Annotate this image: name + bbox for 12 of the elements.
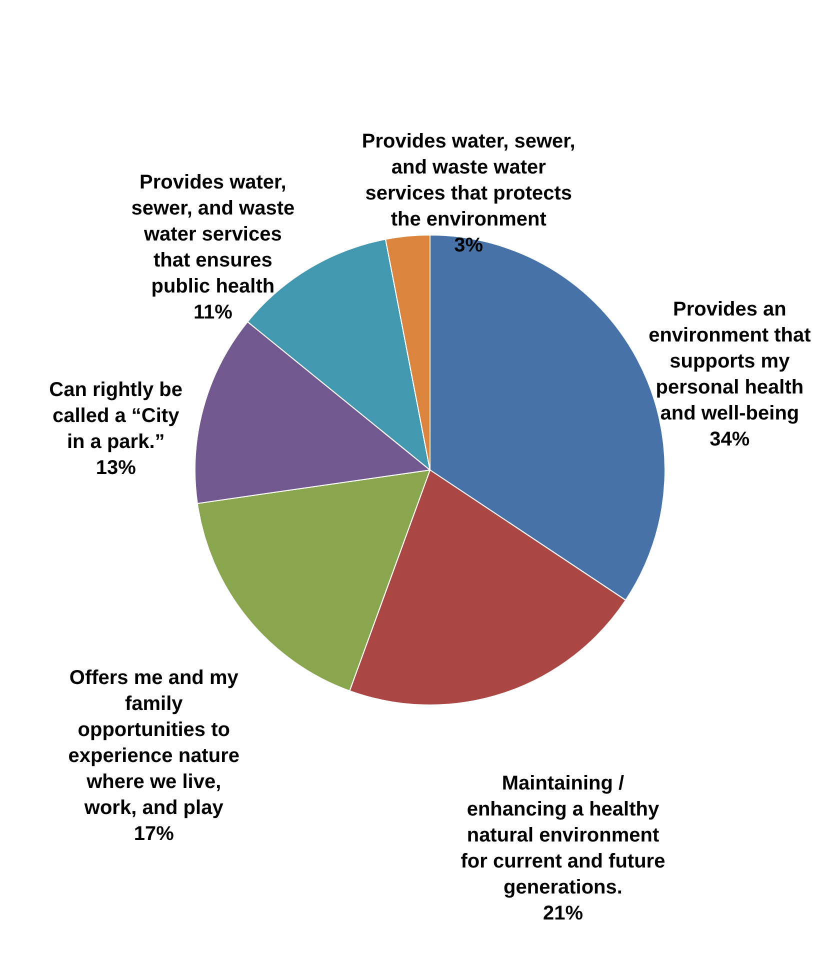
slice-label: Can rightly be called a “City in a park.” (49, 379, 183, 454)
slice-label: Maintaining / enhancing a healthy natural environment for current and future generations. (460, 772, 666, 899)
data-label: 13% (96, 457, 136, 480)
data-label: 34% (710, 428, 750, 450)
slice-label: Provides water, sewer, and waste water services that ensures public health (131, 172, 295, 298)
slice-label: Offers me and my family opportunities to experience nature where we live, work, and play (68, 667, 240, 820)
data-label: 11% (193, 302, 233, 324)
slice-label: Provides water, sewer, and waste water services that protects the environment (362, 130, 576, 230)
data-label: 17% (134, 823, 174, 846)
data-label: 21% (542, 902, 584, 925)
slice-label: Provides an environment that supports my personal health and well-being (648, 298, 812, 424)
data-label: 3% (454, 234, 484, 256)
